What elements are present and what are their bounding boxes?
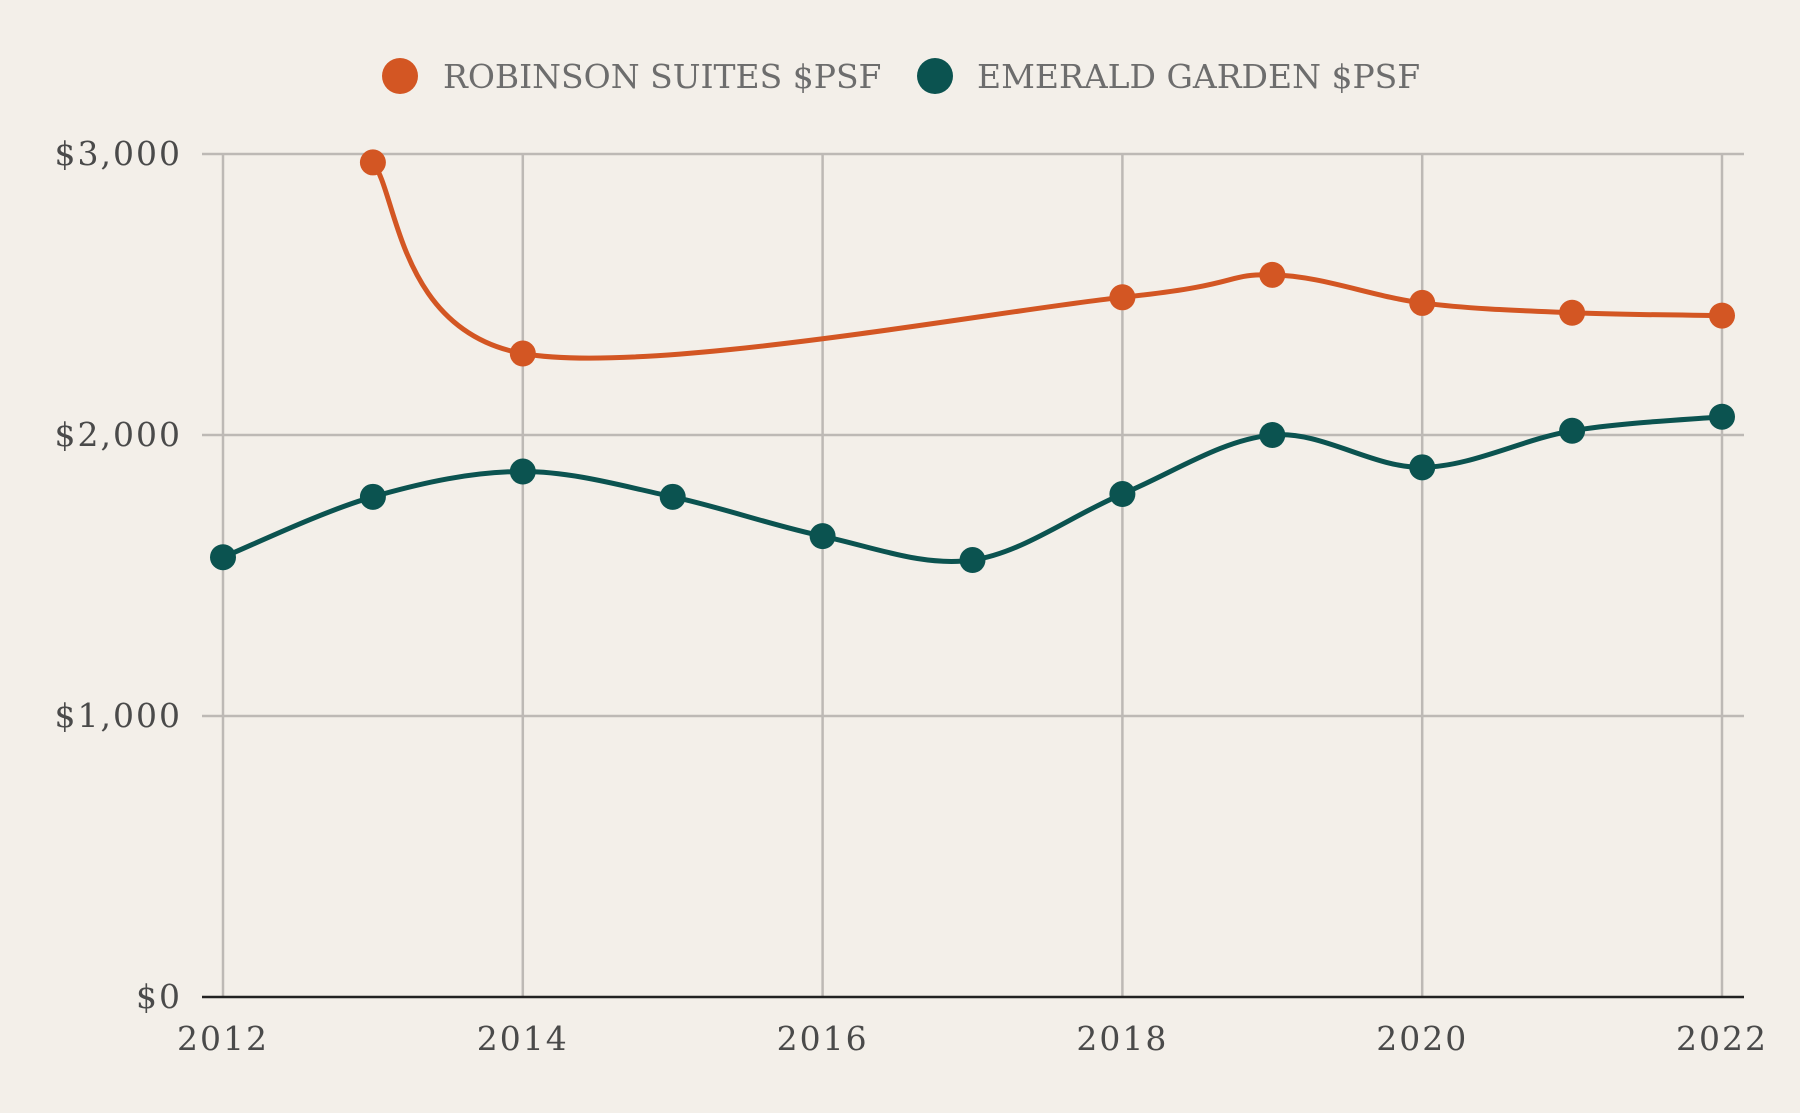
series-line xyxy=(220,414,1725,564)
y-tick-label: $2,000 xyxy=(55,415,182,454)
data-point[interactable] xyxy=(1109,284,1136,311)
data-point[interactable] xyxy=(1259,261,1286,288)
x-tick-label: 2016 xyxy=(777,1019,869,1058)
series-2 xyxy=(210,403,1735,574)
series-line xyxy=(370,159,1725,361)
legend-swatch xyxy=(382,58,418,94)
data-point[interactable] xyxy=(1559,417,1586,444)
legend-item[interactable]: ROBINSON SUITES $PSF xyxy=(382,57,881,96)
x-tick-label: 2012 xyxy=(177,1019,269,1058)
data-point[interactable] xyxy=(659,483,686,510)
data-point[interactable] xyxy=(509,340,536,367)
data-point[interactable] xyxy=(359,149,386,176)
grid xyxy=(202,152,1744,997)
data-point[interactable] xyxy=(1559,299,1586,326)
legend-label: EMERALD GARDEN $PSF xyxy=(977,57,1420,96)
x-tick-label: 2022 xyxy=(1676,1019,1768,1058)
data-point[interactable] xyxy=(1109,481,1136,508)
data-point[interactable] xyxy=(959,547,986,574)
data-point[interactable] xyxy=(210,544,236,571)
data-point[interactable] xyxy=(1409,454,1436,481)
data-point[interactable] xyxy=(1709,403,1735,430)
data-point[interactable] xyxy=(1409,289,1436,316)
data-point[interactable] xyxy=(1259,422,1286,448)
x-tick-label: 2014 xyxy=(477,1019,569,1058)
legend-item[interactable]: EMERALD GARDEN $PSF xyxy=(917,57,1420,96)
legend-swatch xyxy=(917,58,953,94)
data-point[interactable] xyxy=(509,458,536,485)
axes: $0 $1,000 $2,000 $3,000 2012 2014 2016 2018 2020… xyxy=(55,134,1768,1058)
y-tick-label: $0 xyxy=(136,977,182,1016)
data-point[interactable] xyxy=(359,483,386,510)
x-tick-label: 2018 xyxy=(1076,1019,1168,1058)
data-point[interactable] xyxy=(809,523,836,550)
data-point[interactable] xyxy=(1709,302,1735,329)
legend: ROBINSON SUITES $PSF EMERALD GARDEN $PSF xyxy=(382,57,1420,96)
y-tick-label: $3,000 xyxy=(55,134,182,173)
legend-label: ROBINSON SUITES $PSF xyxy=(443,57,881,96)
y-tick-label: $1,000 xyxy=(55,696,182,735)
series-1 xyxy=(359,149,1735,367)
x-tick-label: 2020 xyxy=(1376,1019,1468,1058)
series-layer xyxy=(210,149,1735,574)
